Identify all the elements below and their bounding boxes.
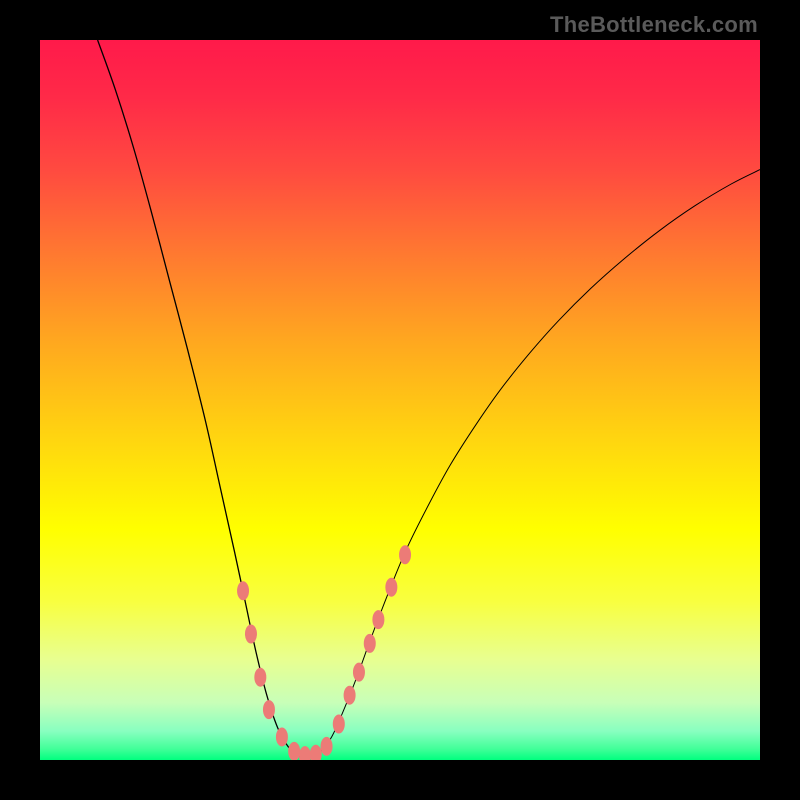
bottleneck-chart [40,40,760,760]
data-marker [344,686,356,705]
data-marker [276,727,288,746]
data-marker [245,625,257,644]
data-marker [254,668,266,687]
data-marker [321,737,333,756]
data-marker [353,663,365,682]
data-marker [288,742,300,760]
data-marker [364,634,376,653]
data-marker [237,581,249,600]
data-marker [372,610,384,629]
chart-svg [40,40,760,760]
data-marker [399,545,411,564]
data-marker [385,578,397,597]
watermark-text: TheBottleneck.com [550,12,758,38]
chart-background [40,40,760,760]
data-marker [263,700,275,719]
data-marker [333,715,345,734]
